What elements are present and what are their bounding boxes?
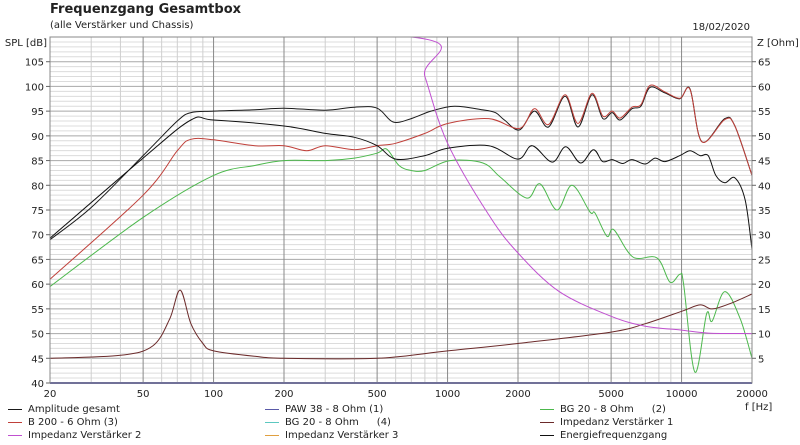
y2-tick-label: 40 xyxy=(758,181,771,192)
y-tick-label: 85 xyxy=(31,157,44,168)
y-tick-label: 75 xyxy=(31,206,44,217)
legend-item: Impedanz Verstärker 3 xyxy=(265,429,398,442)
legend-swatch xyxy=(8,422,22,423)
y2-tick-label: 35 xyxy=(758,206,771,217)
legend-swatch xyxy=(265,422,279,423)
legend-label: BG 20 - 8 Ohm xyxy=(560,404,634,415)
legend-swatch xyxy=(540,422,554,423)
y2-tick-label: 10 xyxy=(758,330,771,341)
series-line-bg-20-8-ohm-2 xyxy=(49,148,753,373)
y2-tick-label: 50 xyxy=(758,132,771,143)
y-tick-label: 50 xyxy=(31,330,44,341)
x-tick-label: 20 xyxy=(44,389,57,400)
y2-tick-label: 30 xyxy=(758,231,771,242)
y2-tick-label: 15 xyxy=(758,305,771,316)
chart-date: 18/02/2020 xyxy=(692,22,750,33)
legend-item: Impedanz Verstärker 1 xyxy=(540,416,673,429)
legend-label: Impedanz Verstärker 3 xyxy=(285,430,399,441)
x-axis-label: f [Hz] xyxy=(745,402,772,413)
series-line-b-200-6-ohm-3 xyxy=(49,84,753,280)
y-axis-label: SPL [dB] xyxy=(5,38,47,49)
legend-number: (2) xyxy=(651,404,666,415)
x-tick-label: 500 xyxy=(368,389,387,400)
x-tick-label: 1000 xyxy=(435,389,460,400)
legend-label: B 200 - 6 Ohm (3) xyxy=(28,417,118,428)
legend-item: PAW 38 - 8 Ohm (1) xyxy=(265,403,383,416)
y-tick-label: 45 xyxy=(31,354,44,365)
y-tick-label: 40 xyxy=(31,379,44,390)
legend-swatch xyxy=(540,409,554,410)
legend-label: BG 20 - 8 Ohm xyxy=(285,417,359,428)
legend-label: Amplitude gesamt xyxy=(28,404,120,415)
legend-swatch xyxy=(8,435,22,436)
y-tick-label: 95 xyxy=(31,107,44,118)
x-tick-label: 5000 xyxy=(598,389,623,400)
y-tick-label: 105 xyxy=(25,58,44,69)
y-tick-label: 80 xyxy=(31,181,44,192)
legend-item: Amplitude gesamt xyxy=(8,403,120,416)
legend-item: BG 20 - 8 Ohm (4) xyxy=(265,416,391,429)
x-tick-label: 200 xyxy=(274,389,293,400)
legend-item: Energiefrequenzgang xyxy=(540,429,667,442)
x-tick-label: 10000 xyxy=(666,389,698,400)
series-line-energiefrequenzgang xyxy=(49,116,753,250)
y2-axis-label: Z [Ohm] xyxy=(757,38,799,49)
y2-tick-label: 60 xyxy=(758,82,771,93)
legend-item: BG 20 - 8 Ohm (2) xyxy=(540,403,666,416)
x-tick-label: 20000 xyxy=(736,389,768,400)
legend-swatch xyxy=(265,409,279,410)
legend-label: Impedanz Verstärker 1 xyxy=(560,417,674,428)
y-tick-label: 60 xyxy=(31,280,44,291)
chart-title: Frequenzgang Gesamtbox xyxy=(50,2,242,17)
y2-tick-label: 5 xyxy=(758,354,764,365)
legend-label: PAW 38 - 8 Ohm (1) xyxy=(285,404,384,415)
legend-swatch xyxy=(540,435,554,436)
y2-tick-label: 25 xyxy=(758,255,771,266)
y-tick-label: 55 xyxy=(31,305,44,316)
legend-swatch xyxy=(265,435,279,436)
legend-item: B 200 - 6 Ohm (3) xyxy=(8,416,118,429)
x-tick-label: 100 xyxy=(204,389,223,400)
legend-label: Energiefrequenzgang xyxy=(560,430,668,441)
x-tick-label: 50 xyxy=(137,389,150,400)
series-line-impedanz-verst-rker-1 xyxy=(49,289,753,360)
legend-number: (4) xyxy=(376,417,391,428)
series-line-amplitude-gesamt xyxy=(49,86,753,241)
y-tick-label: 65 xyxy=(31,255,44,266)
chart-subtitle: (alle Verstärker und Chassis) xyxy=(50,20,194,31)
y2-tick-label: 45 xyxy=(758,157,771,168)
x-tick-label: 2000 xyxy=(505,389,530,400)
legend-swatch xyxy=(8,409,22,410)
legend-label: Impedanz Verstärker 2 xyxy=(28,430,142,441)
tick-labels: 20 50 100 200 500 1000 2000 5000 10000 20000 40 45 5… xyxy=(25,58,771,400)
y-tick-label: 70 xyxy=(31,231,44,242)
y-tick-label: 100 xyxy=(25,82,44,93)
y2-tick-label: 20 xyxy=(758,280,771,291)
y2-tick-label: 65 xyxy=(758,58,771,69)
y2-tick-label: 55 xyxy=(758,107,771,118)
legend-item: Impedanz Verstärker 2 xyxy=(8,429,141,442)
y-tick-label: 90 xyxy=(31,132,44,143)
grid xyxy=(50,37,752,383)
